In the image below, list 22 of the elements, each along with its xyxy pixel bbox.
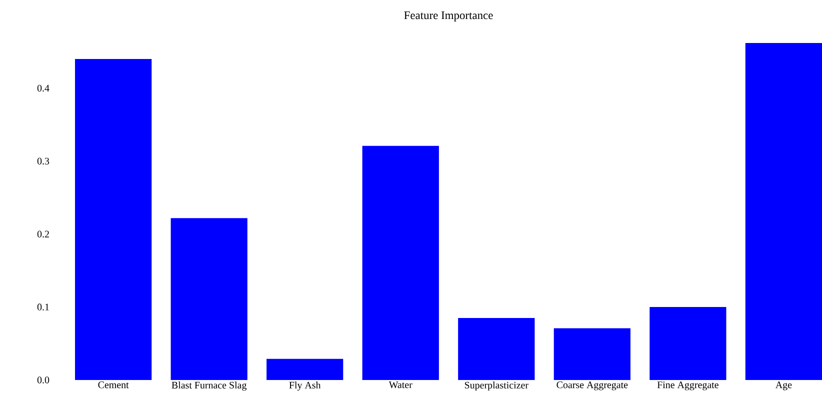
y-tick-label: 0.4: [37, 84, 50, 92]
x-tick-label: Fly Ash: [289, 382, 321, 391]
x-tick-label: Fine Aggregate: [657, 382, 718, 390]
bar: [554, 328, 630, 380]
x-tick-label: Age: [775, 382, 792, 390]
x-tick-label: Superplasticizer: [464, 382, 528, 391]
bar: [266, 358, 344, 380]
y-tick-label: 0.3: [37, 158, 50, 165]
bar: [650, 307, 726, 380]
x-tick-label: Water: [388, 382, 412, 388]
x-tick-label: Blast Furnace Slag: [172, 382, 247, 391]
bar: [458, 318, 535, 380]
x-tick-label: Cement: [98, 382, 129, 388]
y-tick-label: 0.1: [37, 304, 49, 310]
y-tick-label: 0.0: [37, 376, 50, 384]
y-tick-label: 0.2: [37, 230, 49, 238]
bar: [745, 42, 822, 380]
x-tick-label: Coarse Aggregate: [556, 382, 628, 390]
bar: [75, 59, 152, 380]
bar: [362, 146, 439, 380]
chart-title: Feature Importance: [404, 12, 493, 22]
bar: [170, 218, 248, 380]
